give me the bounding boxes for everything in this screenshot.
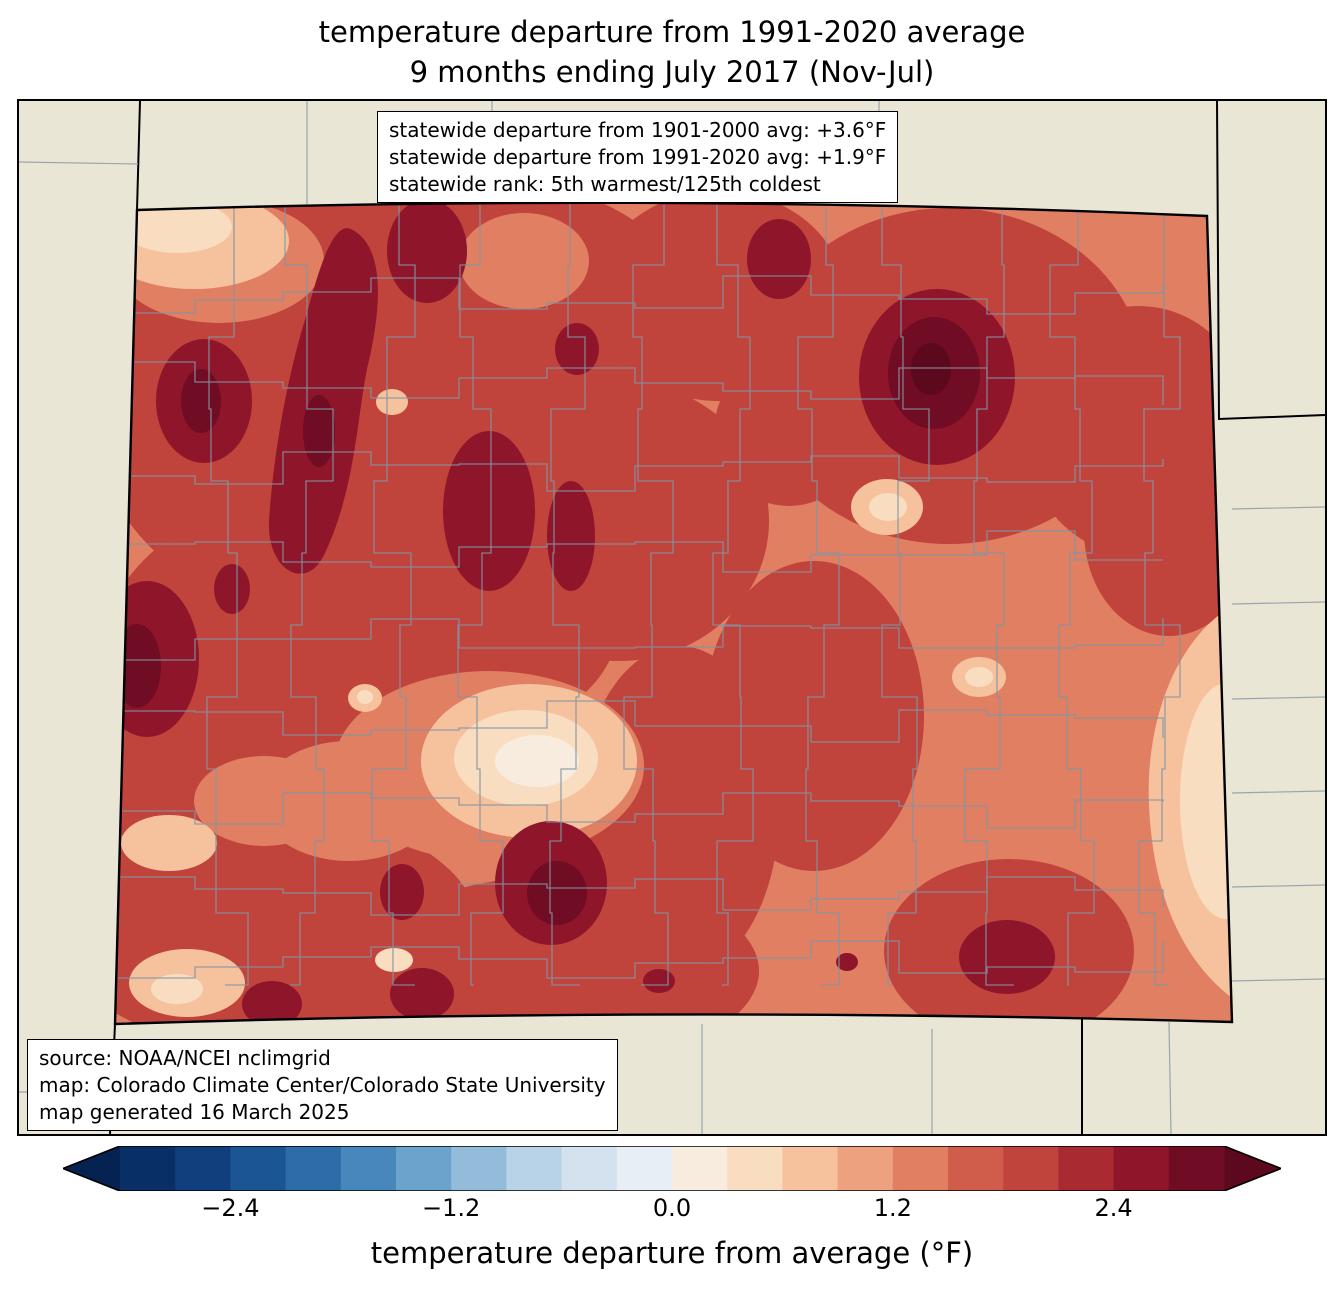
colorado-temperature-map [19, 101, 1325, 1134]
colorbar-tick: 1.2 [873, 1194, 912, 1222]
figure-title: temperature departure from 1991-2020 ave… [0, 12, 1344, 92]
stats-box: statewide departure from 1901-2000 avg: … [377, 111, 899, 204]
contour-dark-regions [115, 202, 1055, 1024]
colorbar-under-arrow [63, 1146, 120, 1191]
stats-line-3: statewide rank: 5th warmest/125th coldes… [389, 171, 821, 196]
figure-title-line2: 9 months ending July 2017 (Nov-Jul) [409, 55, 935, 90]
county-boundaries [115, 202, 1181, 986]
colorbar-segments [120, 1146, 1225, 1191]
stats-line-2: statewide departure from 1991-2020 avg: … [389, 144, 887, 169]
temperature-contours [115, 202, 1232, 1024]
source-line-1: source: NOAA/NCEI nclimgrid [39, 1046, 331, 1070]
colorbar-ticks: −2.4 −1.2 0.0 1.2 2.4 [63, 1194, 1281, 1226]
source-line-2: map: Colorado Climate Center/Colorado St… [39, 1072, 606, 1097]
colorbar-svg [60, 1145, 1284, 1192]
colorbar-tick: −2.4 [201, 1194, 260, 1222]
colorbar [60, 1145, 1284, 1192]
colorbar-tick: 0.0 [652, 1194, 692, 1222]
colorbar-tick: 2.4 [1094, 1194, 1133, 1222]
source-line-3: map generated 16 March 2025 [39, 1099, 350, 1124]
colorbar-label: temperature departure from average (°F) [370, 1236, 974, 1270]
source-box: source: NOAA/NCEI nclimgrid map: Colorad… [27, 1039, 618, 1132]
map-axes [17, 99, 1327, 1136]
stats-line-1: statewide departure from 1901-2000 avg: … [389, 118, 887, 142]
figure-title-line1: temperature departure from 1991-2020 ave… [318, 15, 1026, 49]
colorbar-tick: −1.2 [422, 1194, 481, 1222]
colorbar-over-arrow [1224, 1146, 1281, 1191]
